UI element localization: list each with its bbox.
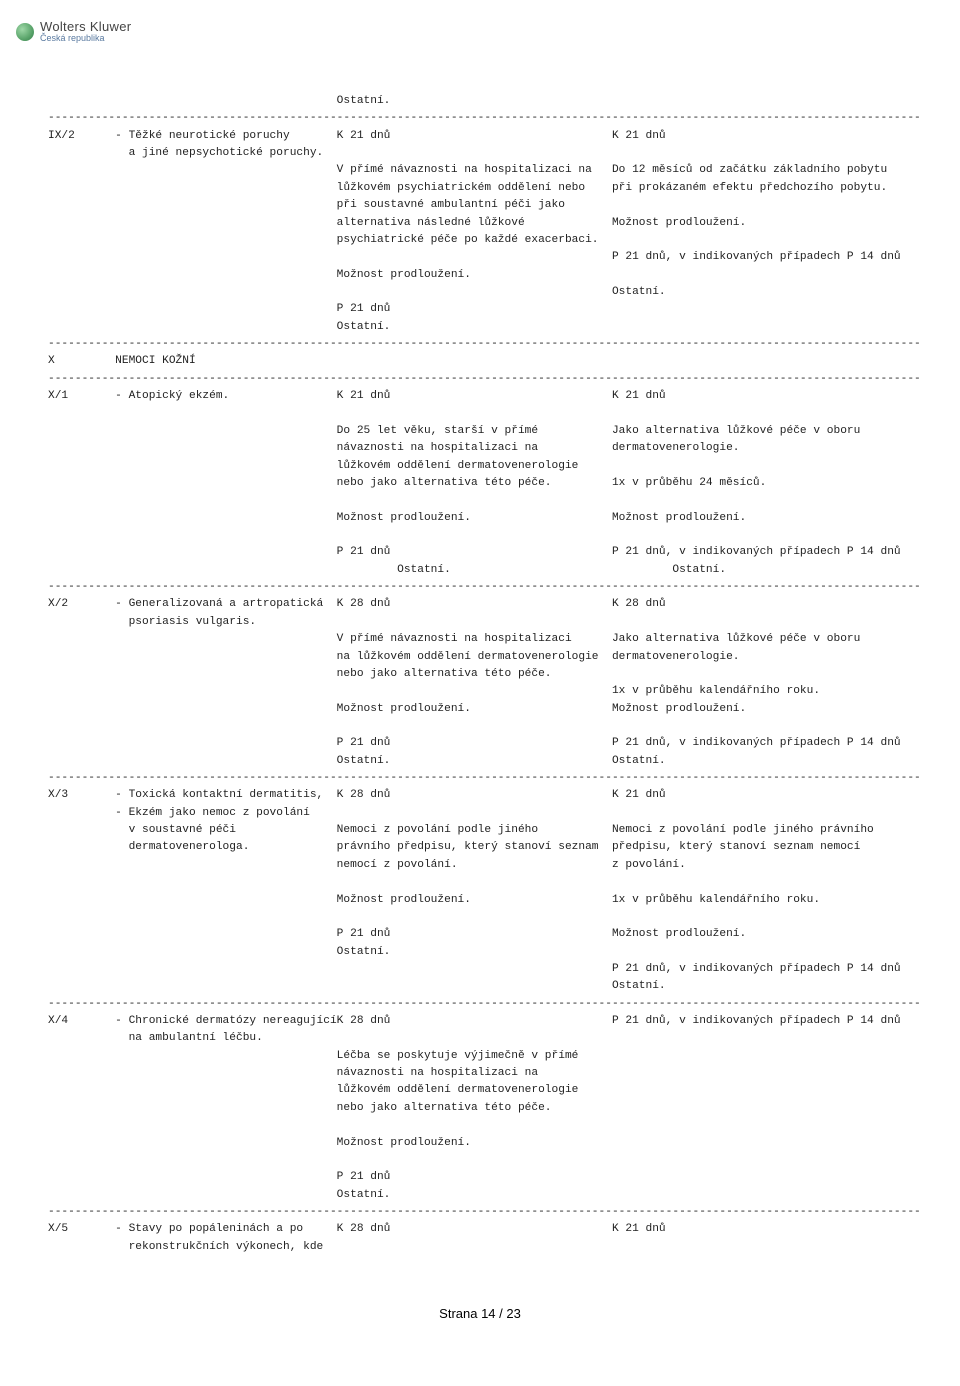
document-body: Ostatní. -------------------------------… xyxy=(48,93,912,1256)
page-number: Strana 14 / 23 xyxy=(439,1306,521,1321)
brand-subtitle: Česká republika xyxy=(40,34,131,43)
globe-icon xyxy=(16,23,34,41)
brand-text: Wolters Kluwer Česká republika xyxy=(40,20,131,43)
page-footer: Strana 14 / 23 xyxy=(48,1304,912,1324)
brand-logo: Wolters Kluwer Česká republika xyxy=(16,20,912,43)
brand-name: Wolters Kluwer xyxy=(40,20,131,33)
